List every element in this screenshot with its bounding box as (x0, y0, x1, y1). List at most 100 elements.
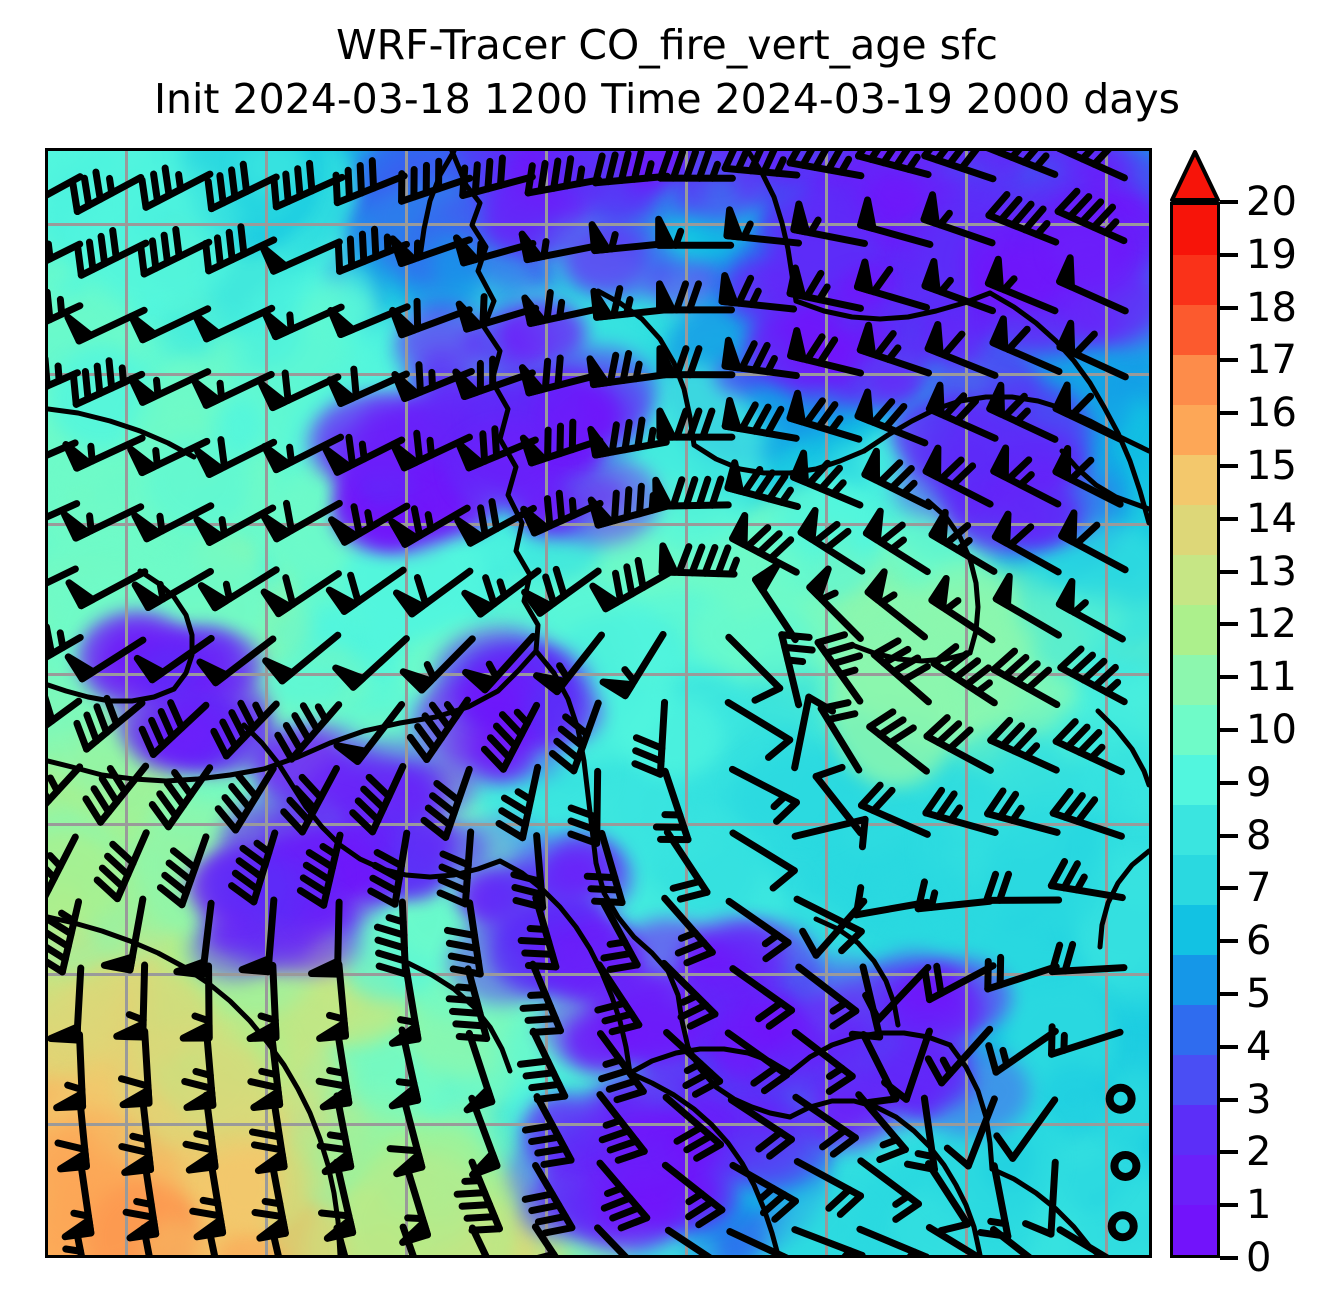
colorbar-tick-label: 6 (1246, 918, 1272, 965)
colorbar-tick-label: 18 (1246, 284, 1297, 331)
wind-barb (854, 388, 929, 447)
wind-barb (599, 630, 667, 700)
colorbar-tick-label: 5 (1246, 971, 1272, 1017)
colorbar-ticks-and-labels: 20 19 18 17 16 15 14 13 12 11 10 9 8 7 6 5 4 3 2 1 0 (1220, 150, 1334, 1278)
colorbar-band (1173, 655, 1217, 705)
wind-barb (599, 898, 641, 973)
colorbar-tick (1220, 569, 1238, 574)
wind-barb (436, 828, 475, 908)
colorbar-tick-label: 0 (1246, 1235, 1272, 1281)
wind-barb (1022, 1158, 1059, 1238)
wind-barb (1055, 577, 1126, 643)
colorbar-band (1173, 805, 1217, 855)
wind-barb (922, 444, 994, 508)
colorbar-tick (1220, 886, 1238, 891)
wind-barb (73, 694, 146, 753)
wind-barb (131, 567, 215, 612)
wind-barb (48, 964, 85, 1044)
colorbar-tick-label: 3 (1246, 1076, 1272, 1123)
wind-barb (724, 698, 794, 761)
wind-barb (228, 829, 279, 906)
wind-barb (137, 225, 213, 278)
colorbar-tick (1220, 358, 1238, 363)
wind-barb (729, 965, 796, 1030)
colorbar-tick-label: 19 (1246, 231, 1297, 278)
wind-barb (399, 635, 476, 694)
wind-barb (259, 238, 343, 275)
wind-barb (117, 1027, 153, 1109)
wind-barb (984, 255, 1059, 315)
wind-barb (1048, 940, 1128, 976)
wind-barb (100, 895, 147, 974)
wind-barb (991, 510, 1062, 576)
wind-barb (985, 1027, 1059, 1076)
wind-barb (406, 696, 471, 763)
wind-barb (652, 767, 692, 844)
wind-barb (567, 767, 602, 847)
wind-barb (993, 1096, 1059, 1162)
colorbar-tick (1220, 252, 1238, 257)
colorbar-band (1173, 1205, 1217, 1255)
calm-wind-circle (1105, 1083, 1136, 1114)
wind-barb (725, 897, 792, 963)
colorbar-tick (1220, 939, 1238, 944)
wind-barb (791, 815, 869, 851)
wind-barb (315, 1028, 353, 1111)
colorbar-tick-label: 10 (1246, 707, 1297, 753)
wind-barb (367, 829, 411, 908)
colorbar-tick (1220, 675, 1238, 680)
wind-barb (246, 961, 280, 1043)
wind-barb (333, 701, 406, 766)
colorbar-tick-label: 13 (1246, 548, 1297, 595)
wind-barb (398, 157, 474, 205)
wind-barb (173, 899, 215, 979)
wind-barb (862, 507, 931, 576)
wind-barb (127, 437, 211, 477)
colorbar-tick-label: 4 (1246, 1023, 1272, 1070)
wind-barb (921, 151, 997, 183)
map-inner (48, 151, 1149, 1255)
wind-barb (61, 503, 145, 542)
wind-barb (943, 1095, 998, 1170)
wind-barb (191, 370, 275, 409)
colorbar (1170, 150, 1220, 1258)
colorbar-bands (1170, 202, 1220, 1258)
wind-barb (388, 504, 471, 548)
wind-barb (65, 568, 149, 610)
colorbar-tick-label: 16 (1246, 390, 1297, 437)
wind-barb (589, 556, 672, 613)
wind-barb (718, 272, 798, 313)
page-title: WRF-Tracer CO_fire_vert_age sfc Init 202… (0, 0, 1334, 140)
wind-barb (729, 512, 800, 576)
wind-barb (786, 151, 865, 180)
colorbar-tick (1220, 833, 1238, 838)
wind-barb (548, 699, 602, 775)
wind-barb (724, 1029, 791, 1095)
wind-barb (48, 833, 79, 905)
colorbar-tick (1220, 464, 1238, 468)
wind-barb (262, 631, 342, 685)
wind-barb (521, 565, 602, 617)
wind-barb (156, 833, 210, 909)
wind-barb (93, 829, 150, 903)
wind-barb (349, 762, 407, 836)
wind-barb (596, 1159, 651, 1232)
wind-barb-overlay (48, 151, 1141, 1255)
wind-barb (518, 230, 602, 264)
map-plot-axes (45, 148, 1152, 1258)
wind-barb (69, 168, 145, 216)
title-line-2: Init 2024-03-18 1200 Time 2024-03-19 200… (153, 75, 1181, 123)
wind-barb (533, 631, 605, 696)
wind-barb (258, 369, 342, 412)
colorbar-tick-label: 17 (1246, 337, 1297, 384)
colorbar-tick-label: 1 (1246, 1182, 1272, 1229)
wind-barb (521, 1161, 576, 1237)
wind-barb (82, 762, 150, 826)
wind-barb (986, 381, 1059, 443)
wind-barb (656, 345, 736, 379)
colorbar-band (1173, 1055, 1217, 1105)
colorbar-band (1173, 1005, 1217, 1055)
wind-barb (1052, 381, 1125, 444)
wind-barb (727, 1096, 795, 1160)
wind-barb (790, 449, 864, 509)
